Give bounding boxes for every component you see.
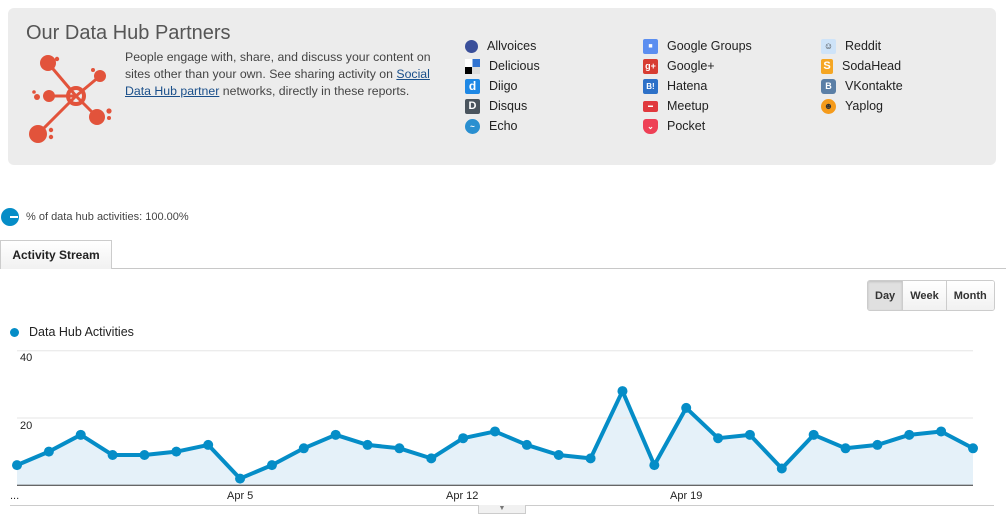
partner-name: Hatena — [667, 79, 708, 93]
week-button[interactable]: Week — [902, 281, 946, 310]
google-plus-icon: g+ — [643, 58, 658, 74]
partner-meetup: ▬ Meetup — [643, 96, 709, 116]
partner-pocket: ⌄ Pocket — [643, 116, 705, 136]
partner-name: Disqus — [489, 99, 528, 113]
chart-legend: Data Hub Activities — [10, 325, 134, 339]
partner-name: Echo — [489, 119, 518, 133]
partner-name: VKontakte — [845, 79, 903, 93]
y-tick-40: 40 — [20, 352, 33, 364]
partner-reddit: ☺ Reddit — [821, 36, 881, 56]
reddit-icon: ☺ — [821, 38, 836, 54]
partner-vkontakte: B VKontakte — [821, 76, 903, 96]
partner-allvoices: Allvoices — [465, 36, 536, 56]
chart-collapse-toggle[interactable]: ▼ — [478, 505, 526, 514]
legend-marker-icon — [10, 327, 19, 337]
day-button[interactable]: Day — [868, 281, 903, 310]
partner-sodahead: S SodaHead — [821, 56, 901, 76]
partner-google-plus: g+ Google+ — [643, 56, 715, 76]
percentage-text: % of data hub activities: 100.00% — [26, 211, 189, 223]
partner-yaplog: ☻ Yaplog — [821, 96, 883, 116]
x-tick-apr5: Apr 5 — [227, 490, 254, 502]
partner-name: Meetup — [667, 99, 709, 113]
partner-hatena: B! Hatena — [643, 76, 707, 96]
google-groups-icon: ■ — [643, 38, 658, 54]
description-text-end: networks, directly in these reports. — [219, 84, 410, 98]
delicious-icon — [465, 58, 480, 74]
data-hub-network-icon — [29, 55, 112, 143]
description-text: People engage with, share, and discuss y… — [125, 50, 431, 81]
y-tick-20: 20 — [20, 420, 33, 432]
allvoices-icon — [465, 39, 478, 53]
panel-title: Our Data Hub Partners — [26, 22, 231, 44]
tab-activity-stream[interactable]: Activity Stream — [0, 240, 112, 269]
month-button[interactable]: Month — [945, 281, 994, 310]
legend-label: Data Hub Activities — [29, 325, 134, 339]
social-data-hub-partner-link[interactable]: Social Data Hub partner — [125, 67, 430, 98]
data-hub-activities-percentage: % of data hub activities: 100.00% — [1, 208, 189, 226]
panel-description: People engage with, share, and discuss y… — [125, 49, 445, 100]
partner-diigo: d Diigo — [465, 76, 518, 96]
pie-icon — [1, 208, 19, 226]
partner-name: Reddit — [845, 39, 882, 53]
granularity-toggle: Day Week Month — [867, 280, 995, 311]
meetup-icon: ▬ — [643, 100, 658, 112]
partner-delicious: Delicious — [465, 56, 540, 76]
diigo-icon: d — [465, 78, 480, 94]
disqus-icon: D — [465, 98, 480, 114]
hatena-icon: B! — [643, 78, 658, 94]
partner-name: Google Groups — [667, 39, 752, 53]
sodahead-icon: S — [821, 58, 833, 74]
partner-name: SodaHead — [842, 59, 902, 73]
yaplog-icon: ☻ — [821, 98, 836, 114]
x-tick-apr12: Apr 12 — [446, 490, 479, 502]
partner-disqus: D Disqus — [465, 96, 527, 116]
partner-name: Yaplog — [845, 99, 883, 113]
tab-bar-divider — [0, 268, 1006, 269]
partner-name: Diigo — [489, 79, 518, 93]
vkontakte-icon: B — [821, 78, 836, 94]
echo-icon: ~ — [465, 118, 480, 134]
pocket-icon: ⌄ — [643, 118, 658, 134]
x-tick-apr19: Apr 19 — [670, 490, 703, 502]
partner-name: Allvoices — [487, 39, 537, 53]
partner-echo: ~ Echo — [465, 116, 518, 136]
x-tick-ellipsis: ... — [10, 490, 20, 502]
partner-name: Pocket — [667, 119, 706, 133]
partner-google-groups: ■ Google Groups — [643, 36, 752, 56]
partner-name: Google+ — [667, 59, 715, 73]
partner-name: Delicious — [489, 59, 540, 73]
